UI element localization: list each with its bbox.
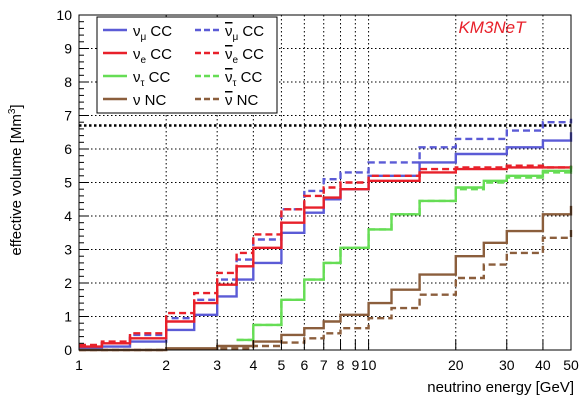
x-tick-label: 3: [213, 357, 221, 373]
y-tick-label: 7: [64, 108, 72, 124]
x-tick-label: 20: [448, 357, 464, 373]
legend-box: [96, 16, 278, 114]
series-line-4: [236, 165, 573, 342]
y-tick-label: 0: [64, 342, 72, 358]
series-line-6: [79, 205, 573, 352]
y-tick-label: 1: [64, 309, 72, 325]
series-line-2: [79, 165, 573, 348]
y-axis-label: effective volume [Mm3]: [7, 104, 25, 255]
x-tick-label: 7: [320, 357, 328, 373]
km3net-annotation: KM3NeT: [458, 18, 527, 37]
y-tick-label: 3: [64, 242, 72, 258]
legend-label-7: ν NC: [225, 92, 259, 109]
legend-label-2: νe CC: [133, 46, 172, 66]
x-axis: 1 2 3 4 5 6 7 8 9 10 20 30 40 50: [75, 340, 579, 373]
x-tick-label: 30: [499, 357, 515, 373]
y-tick-label: 10: [56, 7, 72, 23]
y-tick-label: 8: [64, 74, 72, 90]
series-line-7: [79, 227, 573, 352]
legend-label-6: ν NC: [133, 92, 167, 109]
series-line-0: [79, 132, 573, 350]
y-tick-label: 6: [64, 141, 72, 157]
x-axis-label: neutrino energy [GeV]: [427, 379, 574, 396]
y-tick-label: 2: [64, 275, 72, 291]
x-tick-label: 50: [563, 357, 579, 373]
y-axis: 0 1 2 3 4 5 6 7 8 9 10: [56, 7, 89, 358]
legend-label-0: νμ CC: [133, 23, 172, 43]
legend-label-4: ντ CC: [133, 69, 170, 89]
series-lines: [79, 118, 573, 352]
y-tick-label: 4: [64, 208, 72, 224]
series-line-3: [79, 164, 571, 347]
x-tick-label: 4: [249, 357, 257, 373]
x-tick-label: 6: [300, 357, 308, 373]
x-tick-label: 8: [337, 357, 345, 373]
legend-label-1: νμ CC: [225, 23, 264, 43]
x-tick-label: 9: [351, 357, 359, 373]
x-tick-label: 5: [278, 357, 286, 373]
x-tick-label: 10: [361, 357, 377, 373]
y-tick-label: 5: [64, 175, 72, 191]
series-line-5: [236, 170, 573, 342]
x-tick-label: 1: [75, 357, 83, 373]
x-tick-label: 40: [535, 357, 551, 373]
x-tick-label: 2: [162, 357, 170, 373]
legend-label-5: ντ CC: [225, 69, 262, 89]
legend-label-3: νe CC: [225, 46, 264, 66]
legend: νμ CC νμ CC νe CC νe CC ντ CC ντ CC ν NC ν NC: [96, 16, 278, 114]
y-tick-label: 9: [64, 41, 72, 57]
